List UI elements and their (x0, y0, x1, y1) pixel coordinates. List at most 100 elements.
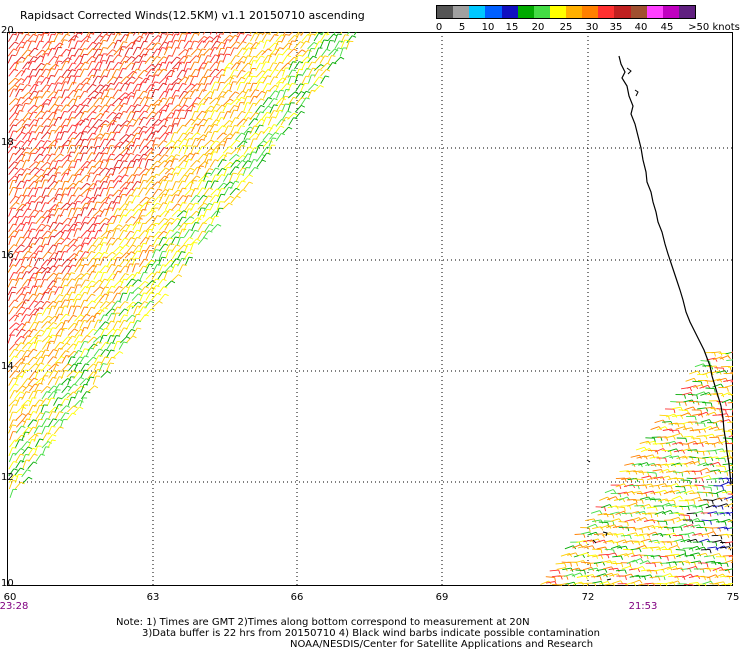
wind-barb (677, 523, 686, 529)
wind-barb (714, 573, 724, 578)
wind-barb (119, 273, 126, 282)
wind-barb (73, 48, 79, 57)
wind-barb-flag (685, 438, 688, 443)
wind-barb (33, 153, 40, 162)
wind-barb (93, 61, 100, 71)
wind-barb-flag (248, 181, 253, 184)
legend-label: 10 (481, 22, 495, 33)
wind-barb (152, 215, 158, 224)
wind-barb (617, 491, 627, 495)
wind-barb (118, 194, 123, 204)
wind-barb-flag (26, 187, 31, 189)
wind-barb (105, 207, 110, 217)
wind-barb (15, 251, 20, 260)
wind-barb (313, 64, 322, 71)
wind-barb (171, 274, 179, 282)
wind-barb-flag (33, 90, 38, 93)
wind-barb-flag (33, 453, 38, 456)
wind-barb-flag (697, 370, 701, 375)
wind-barb (20, 314, 27, 323)
wind-barb-flag (26, 291, 31, 294)
wind-barb (47, 334, 53, 343)
wind-barb (79, 166, 85, 175)
wind-barb-flag (91, 74, 96, 77)
wind-barb (14, 61, 19, 71)
wind-barb (730, 561, 733, 564)
wind-barb-flag (58, 347, 63, 350)
wind-barb (210, 81, 216, 91)
wind-barb (157, 82, 164, 91)
wind-barb (28, 371, 35, 380)
wind-barb-flag (129, 201, 134, 203)
wind-barb (196, 145, 203, 154)
wind-barb-flag (149, 74, 154, 77)
wind-barb (190, 83, 198, 91)
wind-barb-flag (57, 277, 62, 279)
wind-barb (229, 81, 234, 91)
wind-barb-flag (203, 36, 208, 39)
wind-barb (216, 140, 224, 148)
wind-barb-flag (642, 541, 645, 546)
wind-barb-flag (150, 187, 155, 190)
wind-barb (131, 111, 137, 120)
wind-barb (190, 195, 197, 203)
wind-barb-flag (301, 49, 306, 53)
wind-barb-flag (46, 84, 51, 87)
wind-barb (171, 209, 179, 217)
wind-barb-flag (673, 555, 676, 560)
wind-barb (60, 144, 65, 154)
wind-barb (28, 124, 34, 133)
wind-map-panel[interactable]: 20 18 16 14 12 10 (1, 25, 733, 589)
wind-barb (139, 168, 147, 176)
wind-barb (100, 89, 105, 99)
wind-barb (711, 351, 721, 354)
wind-barb-flag (48, 315, 53, 319)
wind-barb (689, 582, 699, 585)
wind-barb (21, 236, 28, 245)
wind-barb (346, 32, 350, 35)
wind-barb (131, 174, 137, 183)
wind-barb (35, 419, 40, 429)
wind-barb (15, 41, 22, 50)
wind-barb (21, 363, 27, 372)
wind-barb-flag (96, 173, 101, 176)
wind-barb-flag (20, 244, 25, 247)
wind-barb-flag (112, 215, 117, 218)
wind-barb (275, 97, 283, 106)
wind-barb (236, 167, 244, 176)
wind-barb (14, 188, 19, 197)
wind-barb (249, 89, 256, 98)
wind-barb-flag (40, 110, 45, 114)
wind-barb (158, 202, 164, 211)
wind-barb-flag (15, 322, 20, 326)
wind-barb (625, 526, 635, 529)
wind-barb-flag (703, 363, 707, 368)
wind-barb (267, 116, 273, 126)
wind-barb (598, 553, 608, 556)
wind-barb (631, 579, 640, 584)
wind-barb (137, 265, 144, 274)
wind-barb (659, 414, 669, 417)
wind-barb (15, 265, 23, 274)
wind-barb (113, 257, 118, 266)
wind-barb (54, 356, 62, 364)
wind-barb (61, 89, 66, 99)
wind-barb-flag (110, 335, 115, 337)
wind-barb-flag (78, 390, 83, 392)
wind-barb (92, 251, 100, 260)
wind-barb-flag (229, 62, 234, 66)
wind-barb-flag (150, 117, 156, 120)
wind-barb (654, 419, 664, 424)
wind-barb (596, 568, 606, 572)
wind-barb-flag (39, 245, 44, 248)
wind-barb (34, 174, 42, 183)
wind-barb-flag (175, 109, 180, 111)
wind-barb-flag (151, 111, 156, 114)
wind-barb-flag (124, 273, 129, 276)
wind-barb (66, 391, 74, 399)
lat-label-16: 16 (1, 250, 14, 261)
wind-barb (15, 46, 21, 56)
wind-barb-flag (677, 430, 681, 435)
wind-barb-flag (712, 555, 716, 560)
wind-barb-flag (15, 201, 20, 205)
